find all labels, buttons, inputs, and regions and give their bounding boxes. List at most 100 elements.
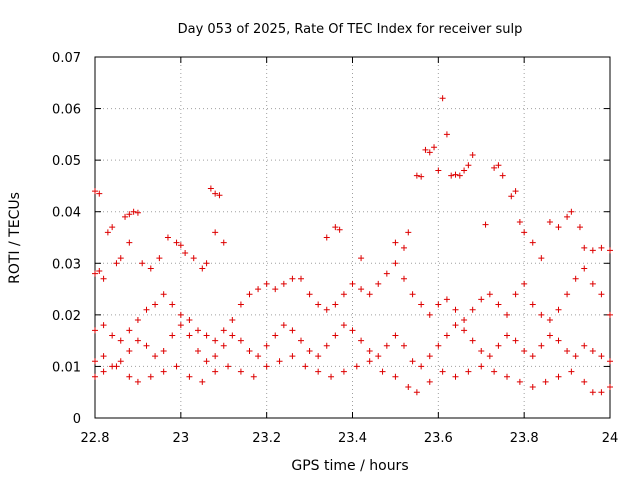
data-point — [190, 255, 197, 262]
data-point — [589, 280, 596, 287]
data-point — [413, 389, 420, 396]
data-point — [504, 311, 510, 318]
data-point — [564, 291, 571, 298]
data-point — [323, 306, 330, 313]
data-point — [212, 353, 219, 360]
data-point — [401, 342, 407, 349]
data-point — [607, 358, 613, 365]
data-point — [109, 332, 116, 339]
data-point — [117, 255, 124, 262]
data-point — [538, 255, 545, 262]
data-point — [92, 327, 98, 334]
data-point — [452, 322, 459, 329]
data-point — [426, 378, 433, 385]
data-point — [246, 347, 253, 354]
data-point — [289, 353, 296, 360]
data-point — [439, 368, 446, 375]
grid-lines — [95, 57, 610, 418]
data-point — [130, 208, 137, 215]
y-tick-label: 0.01 — [52, 360, 81, 375]
data-point — [598, 291, 605, 298]
data-point — [516, 378, 523, 385]
data-point — [323, 342, 330, 349]
data-point — [263, 280, 270, 287]
data-point — [607, 311, 613, 318]
data-point — [195, 327, 201, 334]
data-point — [581, 378, 588, 385]
data-point — [353, 363, 360, 370]
data-point — [521, 347, 528, 354]
data-point — [366, 358, 373, 365]
data-point — [572, 353, 579, 360]
data-point — [564, 347, 571, 354]
data-point — [220, 342, 227, 349]
data-point — [366, 291, 373, 298]
data-point — [392, 239, 399, 246]
data-point — [122, 213, 129, 220]
data-point — [250, 373, 257, 380]
data-point — [413, 172, 420, 179]
data-point — [572, 275, 579, 282]
x-tick-label: 24 — [602, 431, 619, 446]
data-point — [435, 167, 442, 174]
x-tick-label: 23.6 — [424, 431, 453, 446]
y-tick-label: 0.05 — [52, 154, 81, 169]
x-tick-label: 23.2 — [252, 431, 281, 446]
data-point — [452, 306, 459, 313]
data-point — [113, 260, 120, 267]
data-point — [203, 260, 210, 267]
data-point — [92, 270, 98, 277]
data-point — [229, 317, 236, 324]
data-point — [443, 332, 450, 339]
y-tick-label: 0.03 — [52, 257, 81, 272]
data-point — [379, 368, 386, 375]
chart-title: Day 053 of 2025, Rate Of TEC Index for r… — [178, 22, 523, 37]
data-point — [598, 353, 605, 360]
data-point — [461, 327, 468, 334]
data-point — [113, 363, 120, 370]
data-point — [323, 234, 330, 241]
data-point — [499, 172, 506, 179]
data-point — [456, 172, 463, 179]
data-point — [173, 363, 180, 370]
data-point — [401, 244, 407, 251]
x-tick-label: 22.8 — [81, 431, 110, 446]
data-point — [538, 342, 545, 349]
data-point — [568, 368, 575, 375]
data-point — [512, 337, 519, 344]
data-point — [199, 265, 206, 272]
data-point — [452, 171, 459, 178]
data-point — [92, 188, 98, 195]
data-point — [439, 95, 446, 102]
data-point — [405, 384, 412, 391]
data-point — [117, 358, 124, 365]
data-point — [461, 167, 468, 174]
data-point — [272, 286, 279, 293]
data-point — [508, 193, 515, 200]
data-point — [298, 275, 304, 282]
data-point — [280, 280, 287, 287]
data-point — [186, 332, 193, 339]
data-point — [401, 275, 407, 282]
data-marks — [92, 95, 613, 396]
data-point — [465, 162, 472, 169]
data-point — [418, 363, 425, 370]
data-point — [126, 327, 133, 334]
y-tick-label: 0.06 — [52, 103, 81, 118]
data-point — [542, 378, 549, 385]
data-point — [92, 373, 98, 380]
data-point — [589, 347, 596, 354]
data-point — [246, 291, 253, 298]
data-point — [207, 185, 214, 192]
data-point — [452, 373, 459, 380]
data-point — [504, 332, 510, 339]
data-point — [100, 368, 107, 375]
data-point — [177, 311, 184, 318]
data-point — [383, 270, 390, 277]
data-point — [212, 368, 219, 375]
data-point — [199, 378, 206, 385]
data-point — [358, 286, 365, 293]
data-point — [315, 301, 322, 308]
data-point — [220, 327, 227, 334]
